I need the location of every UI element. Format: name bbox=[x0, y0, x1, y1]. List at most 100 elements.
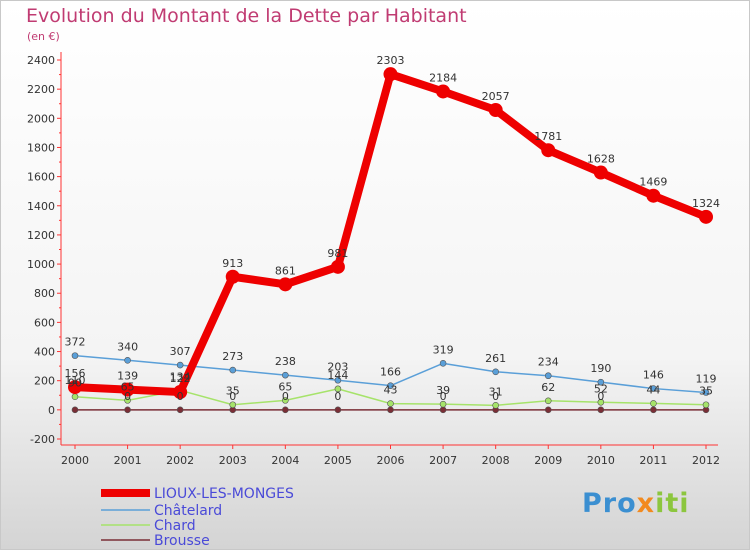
data-point bbox=[544, 397, 552, 405]
data-label: 39 bbox=[436, 384, 450, 397]
x-tick-label: 2008 bbox=[482, 454, 510, 467]
data-label: 0 bbox=[177, 390, 184, 403]
data-point bbox=[68, 380, 82, 395]
data-point bbox=[597, 398, 605, 406]
data-label: 203 bbox=[327, 360, 348, 373]
data-label: 273 bbox=[222, 350, 243, 363]
data-point bbox=[176, 361, 184, 369]
data-point bbox=[650, 400, 657, 407]
data-label: 0 bbox=[492, 390, 499, 403]
data-label: 144 bbox=[327, 369, 348, 382]
x-tick-label: 2009 bbox=[534, 454, 562, 467]
data-label: 2184 bbox=[429, 71, 457, 84]
data-point bbox=[436, 84, 451, 99]
data-point bbox=[650, 406, 657, 414]
data-point bbox=[492, 368, 499, 376]
data-label: 372 bbox=[65, 336, 86, 349]
legend-label: Brousse bbox=[154, 533, 210, 549]
data-label: 110 bbox=[65, 374, 86, 387]
data-label: 35 bbox=[226, 385, 240, 398]
x-tick-label: 2001 bbox=[114, 454, 142, 467]
data-point bbox=[383, 67, 398, 82]
x-tick-label: 2005 bbox=[324, 454, 352, 467]
data-label: 0 bbox=[124, 390, 131, 403]
data-label: 0 bbox=[229, 390, 236, 403]
data-label: 1469 bbox=[639, 176, 667, 189]
legend-label: Châtelard bbox=[154, 503, 222, 519]
data-label: 122 bbox=[170, 372, 191, 385]
x-tick-label: 2002 bbox=[166, 454, 194, 467]
data-label: 1781 bbox=[534, 130, 562, 143]
data-label: 0 bbox=[282, 390, 289, 403]
y-tick-label: 1800 bbox=[27, 141, 55, 154]
data-point bbox=[439, 400, 447, 408]
data-point bbox=[282, 371, 289, 379]
data-label: 2303 bbox=[377, 54, 405, 67]
data-point bbox=[439, 360, 447, 367]
data-point bbox=[702, 389, 710, 396]
data-label: 156 bbox=[65, 367, 86, 380]
y-tick-label: 1200 bbox=[27, 229, 55, 242]
data-label: 981 bbox=[327, 247, 348, 260]
x-tick-label: 2012 bbox=[692, 454, 720, 467]
data-label: 35 bbox=[699, 385, 713, 398]
data-point bbox=[334, 385, 342, 393]
data-point bbox=[282, 406, 289, 414]
chart-subtitle: (en €) bbox=[27, 30, 60, 43]
data-label: 319 bbox=[433, 343, 454, 356]
data-point bbox=[650, 385, 657, 392]
data-label: 65 bbox=[121, 380, 135, 393]
data-label: 0 bbox=[334, 390, 341, 403]
data-label: 340 bbox=[117, 340, 138, 353]
x-tick-label: 2006 bbox=[377, 454, 405, 467]
data-point bbox=[387, 382, 394, 389]
data-label: 119 bbox=[696, 372, 717, 385]
data-label: 0 bbox=[440, 390, 447, 403]
proxiti-logo: Proxiti bbox=[582, 488, 690, 519]
data-label: 43 bbox=[384, 384, 398, 397]
data-point bbox=[492, 402, 499, 409]
x-tick-label: 2011 bbox=[639, 454, 667, 467]
data-label: 146 bbox=[643, 369, 664, 382]
y-tick-label: 600 bbox=[34, 316, 55, 329]
data-point bbox=[646, 188, 661, 203]
chart-title: Evolution du Montant de la Dette par Hab… bbox=[26, 5, 467, 27]
data-point bbox=[439, 406, 447, 414]
y-tick-label: 2400 bbox=[27, 54, 55, 67]
y-tick-label: 1400 bbox=[27, 200, 55, 213]
data-point bbox=[387, 400, 394, 407]
data-label: 90 bbox=[68, 377, 82, 390]
data-label: 1628 bbox=[587, 153, 615, 166]
y-tick-label: 0 bbox=[48, 404, 55, 417]
logo-part-3: iti bbox=[655, 488, 690, 519]
y-tick-label: 400 bbox=[34, 346, 55, 359]
data-label: 861 bbox=[275, 264, 296, 277]
legend-label: LIOUX-LES-MONGES bbox=[154, 486, 294, 502]
data-label: 261 bbox=[485, 352, 506, 365]
y-tick-label: 1600 bbox=[27, 171, 55, 184]
logo-part-1: Pro bbox=[582, 488, 637, 519]
x-tick-label: 2007 bbox=[429, 454, 457, 467]
y-tick-label: 2200 bbox=[27, 83, 55, 96]
data-point bbox=[71, 393, 79, 401]
data-point bbox=[282, 397, 289, 404]
data-label: 2057 bbox=[482, 90, 510, 103]
legend-label: Chard bbox=[154, 518, 196, 534]
data-point bbox=[541, 143, 556, 158]
data-label: 134 bbox=[170, 370, 191, 383]
data-label: 0 bbox=[597, 390, 604, 403]
data-label: 62 bbox=[541, 381, 555, 394]
data-point bbox=[71, 406, 79, 414]
data-point bbox=[597, 378, 605, 386]
data-point bbox=[124, 397, 131, 404]
data-label: 166 bbox=[380, 366, 401, 379]
data-label: 234 bbox=[538, 356, 559, 369]
data-label: 65 bbox=[278, 380, 292, 393]
data-point bbox=[593, 165, 608, 180]
data-point bbox=[330, 259, 345, 274]
data-label: 52 bbox=[594, 382, 608, 395]
y-tick-label: 800 bbox=[34, 287, 55, 300]
data-point bbox=[702, 401, 710, 409]
y-tick-label: 1000 bbox=[27, 258, 55, 271]
